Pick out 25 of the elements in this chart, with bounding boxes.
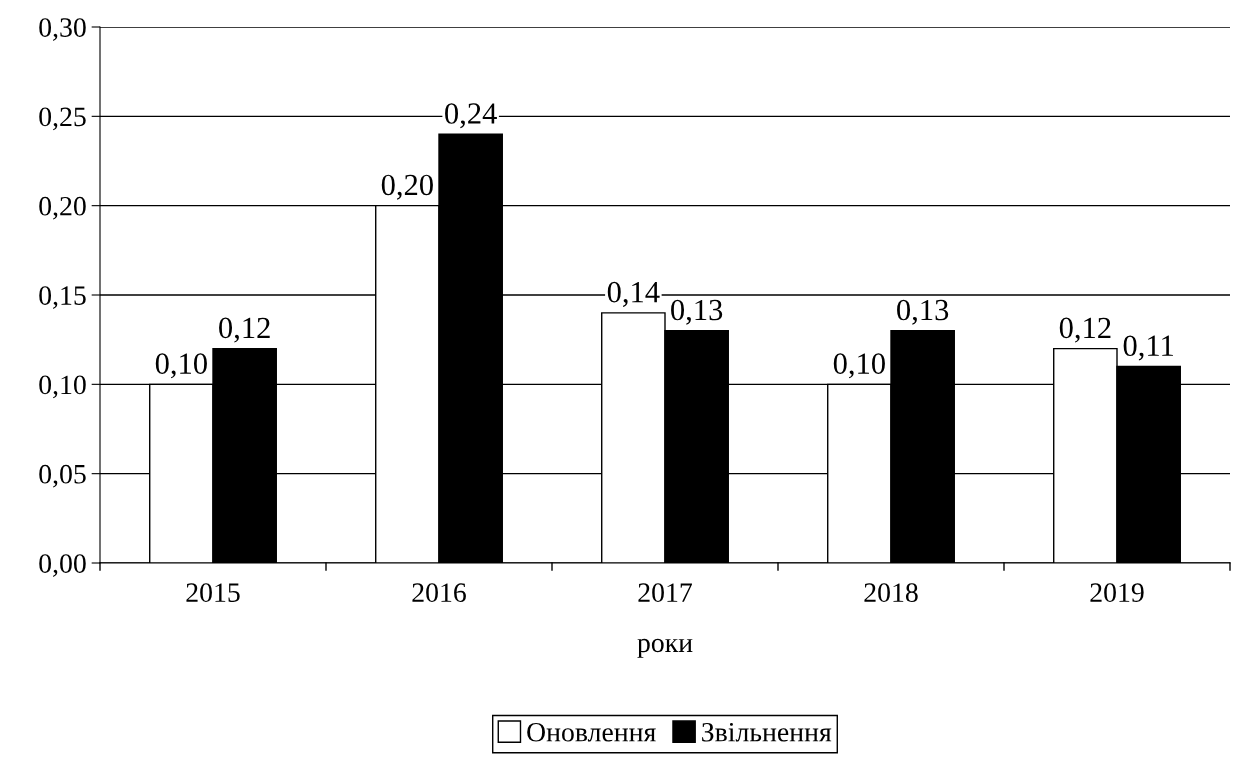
x-axis-title: роки [637, 638, 693, 658]
x-tick-label: 2019 [1090, 583, 1144, 602]
legend-label: Звільнення [702, 722, 832, 742]
data-label: 0,13 [671, 299, 723, 325]
y-tick-label: 0,30 [39, 18, 86, 41]
y-tick-label: 0,00 [39, 554, 86, 577]
legend-label: Оновлення [527, 722, 656, 742]
x-tick-label: 2018 [864, 583, 918, 602]
data-label: 0,10 [833, 353, 885, 379]
x-tick-label: 2015 [186, 583, 240, 602]
data-label: 0,14 [607, 281, 660, 307]
data-label: 0,24 [445, 103, 497, 129]
x-tick-label: 2017 [638, 583, 692, 602]
data-label: 0,10 [155, 353, 207, 379]
y-tick-label: 0,05 [39, 464, 86, 488]
data-label: 0,20 [381, 174, 433, 200]
y-tick-label: 0,25 [39, 107, 86, 131]
y-tick-label: 0,20 [39, 196, 86, 220]
x-tick-label: 2016 [412, 583, 466, 602]
data-label: 0,11 [1123, 335, 1173, 361]
y-tick-label: 0,15 [39, 286, 86, 309]
data-label: 0,12 [219, 317, 270, 343]
y-tick-label: 0,10 [39, 375, 86, 399]
data-label: 0,12 [1059, 317, 1111, 343]
data-label: 0,13 [897, 299, 949, 325]
